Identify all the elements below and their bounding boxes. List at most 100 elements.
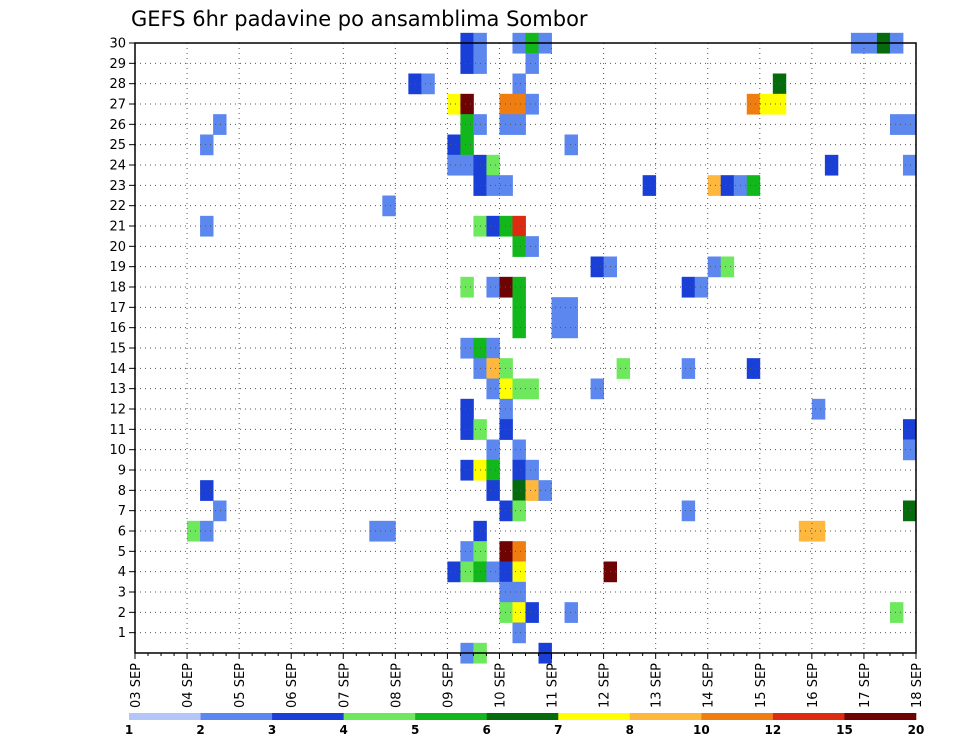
heatmap-cell <box>486 276 500 298</box>
heatmap-cell <box>499 175 513 196</box>
x-tick-label: 13 SEP <box>650 663 665 708</box>
heatmap-cell <box>499 378 513 400</box>
heatmap-cell <box>512 73 526 95</box>
heatmap-cell <box>720 256 735 278</box>
heatmap-cell <box>525 93 539 115</box>
heatmap-cell <box>902 114 917 135</box>
y-tick-label: 9 <box>118 464 126 479</box>
heatmap-cell <box>590 378 604 400</box>
y-tick-label: 30 <box>109 37 126 52</box>
colorbar-swatch <box>200 713 273 720</box>
y-tick-label: 21 <box>109 220 126 235</box>
heatmap-cell <box>811 520 826 542</box>
heatmap-cell <box>486 154 500 176</box>
heatmap-cell <box>382 195 396 217</box>
y-tick-label: 25 <box>109 138 126 153</box>
heatmap-cell <box>512 236 526 257</box>
heatmap-cell <box>499 114 513 135</box>
heatmap-cell <box>512 561 526 583</box>
heatmap-cell <box>564 317 578 339</box>
heatmap-cell <box>499 561 513 583</box>
x-tick-label: 18 SEP <box>910 663 925 708</box>
y-tick-label: 8 <box>118 484 126 499</box>
heatmap-cell <box>499 541 513 562</box>
heatmap-cell <box>512 297 526 318</box>
x-axis: 03 SEP 04 SEP 05 SEP 06 SEP 07 SEP 08 SEP 09 S… <box>129 653 925 708</box>
heatmap-cell <box>486 378 500 400</box>
heatmap-cell <box>512 215 526 237</box>
heatmap-cell <box>564 297 578 318</box>
heatmap-cell <box>590 256 604 278</box>
heatmap-cell <box>460 337 474 359</box>
colorbar-swatch <box>129 713 201 720</box>
heatmap-cell <box>512 500 526 522</box>
heatmap-cell <box>512 114 526 135</box>
heatmap-cell <box>512 602 526 623</box>
colorbar-swatch <box>629 713 702 720</box>
heatmap-cell <box>746 358 761 379</box>
y-tick-label: 20 <box>109 240 126 255</box>
heatmap-cell <box>200 480 214 501</box>
heatmap-cell <box>707 256 722 278</box>
heatmap-cell <box>512 480 526 501</box>
chart-title: GEFS 6hr padavine po ansamblima Sombor <box>131 7 588 31</box>
heatmap-cell <box>512 276 526 298</box>
y-tick-label: 6 <box>118 525 126 540</box>
y-tick-label: 23 <box>109 179 126 194</box>
x-tick-label: 03 SEP <box>129 663 144 708</box>
heatmap-cell <box>512 378 526 400</box>
heatmap-cell <box>746 93 761 115</box>
colorbar-swatch <box>701 713 774 720</box>
heatmap-cell <box>772 93 787 115</box>
heatmap-cell <box>902 419 917 440</box>
heatmap-cell <box>759 93 774 115</box>
colorbar: 1 2 3 4 5 6 7 8 10 12 15 20 <box>125 713 924 737</box>
heatmap-cell <box>499 500 513 522</box>
y-tick-label: 13 <box>109 382 126 397</box>
heatmap-cell <box>681 500 696 522</box>
heatmap-cell <box>512 317 526 339</box>
colorbar-swatch <box>844 713 917 720</box>
heatmap-cell <box>460 541 474 562</box>
colorbar-swatch <box>772 713 845 720</box>
heatmap-cell <box>746 175 761 196</box>
heatmap-cell <box>460 276 474 298</box>
heatmap-cell <box>525 602 539 623</box>
y-tick-label: 26 <box>109 118 126 133</box>
x-tick-label: 04 SEP <box>181 663 196 708</box>
heatmap-cell <box>564 602 578 623</box>
heatmap-cell <box>213 500 227 522</box>
colorbar-label: 3 <box>268 723 276 737</box>
y-tick-label: 24 <box>109 159 126 174</box>
heatmap-cell <box>460 134 474 156</box>
heatmap-cell <box>460 53 474 74</box>
y-tick-label: 10 <box>109 443 126 458</box>
x-tick-label: 07 SEP <box>337 663 352 708</box>
y-tick-label: 12 <box>109 403 126 418</box>
heatmap-cell <box>460 459 474 481</box>
heatmap-cell <box>551 297 565 318</box>
heatmap-cell <box>447 561 461 583</box>
x-tick-label: 09 SEP <box>441 663 456 708</box>
colorbar-label: 4 <box>339 723 347 737</box>
heatmap-cell <box>811 398 826 420</box>
heatmap-cell <box>681 276 696 298</box>
heatmap-cell <box>486 337 500 359</box>
heatmap-cell <box>499 398 513 420</box>
y-tick-label: 18 <box>109 281 126 296</box>
colorbar-label: 7 <box>554 723 562 737</box>
x-tick-label: 06 SEP <box>285 663 300 708</box>
x-tick-label: 11 SEP <box>546 663 561 708</box>
heatmap-cell <box>525 236 539 257</box>
y-tick-label: 22 <box>109 199 126 214</box>
heatmap-cell <box>525 459 539 481</box>
y-tick-label: 5 <box>118 545 126 560</box>
heatmap-cell <box>486 175 500 196</box>
x-tick-label: 16 SEP <box>806 663 821 708</box>
heatmap-cell <box>772 73 787 95</box>
heatmap-cell <box>499 93 513 115</box>
x-tick-label: 10 SEP <box>493 663 508 708</box>
heatmap-cell <box>902 154 917 176</box>
heatmap-cell <box>460 419 474 440</box>
